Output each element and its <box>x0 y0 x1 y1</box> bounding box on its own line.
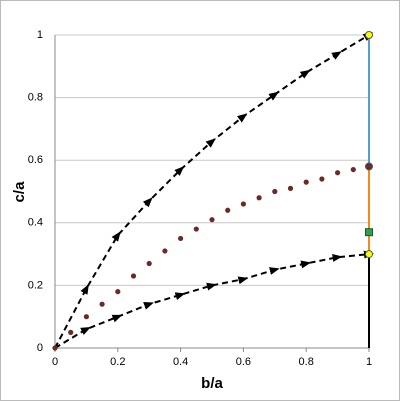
dot <box>209 217 215 223</box>
curve <box>54 32 374 349</box>
dot <box>178 235 184 242</box>
y-tick-label: 1 <box>37 29 43 41</box>
dot <box>256 195 262 201</box>
dot <box>225 207 231 213</box>
marker <box>365 250 373 259</box>
x-tick-label: 0.8 <box>299 356 314 368</box>
x-axis-title: b/a <box>201 375 223 392</box>
y-tick-label: 0.4 <box>28 217 43 229</box>
x-tick-label: 0.2 <box>110 356 125 368</box>
x-tick-label: 0 <box>52 356 58 368</box>
dot <box>162 248 168 254</box>
dot <box>335 170 341 176</box>
marker <box>365 228 373 237</box>
y-tick-label: 0.2 <box>28 279 43 291</box>
dot <box>350 166 356 173</box>
y-tick-label: 0.6 <box>28 154 43 166</box>
dot <box>193 226 199 232</box>
marker <box>365 31 373 39</box>
dot <box>319 176 325 182</box>
x-tick-label: 0.6 <box>236 356 251 368</box>
dot <box>146 260 152 267</box>
marker <box>365 162 373 171</box>
dot <box>240 201 246 207</box>
y-tick-label: 0.8 <box>28 92 43 104</box>
y-axis-title: c/a <box>11 181 28 203</box>
dot <box>99 301 105 307</box>
x-tick-label: 0.4 <box>173 356 188 368</box>
dot <box>83 314 89 320</box>
dot <box>287 185 294 191</box>
dot <box>303 179 309 185</box>
y-tick-label: 0 <box>37 342 43 354</box>
dot <box>68 329 74 335</box>
dot <box>130 273 137 279</box>
x-tick-label: 1 <box>366 356 372 368</box>
dot <box>115 289 121 295</box>
dot <box>272 188 278 195</box>
dot <box>52 345 58 351</box>
